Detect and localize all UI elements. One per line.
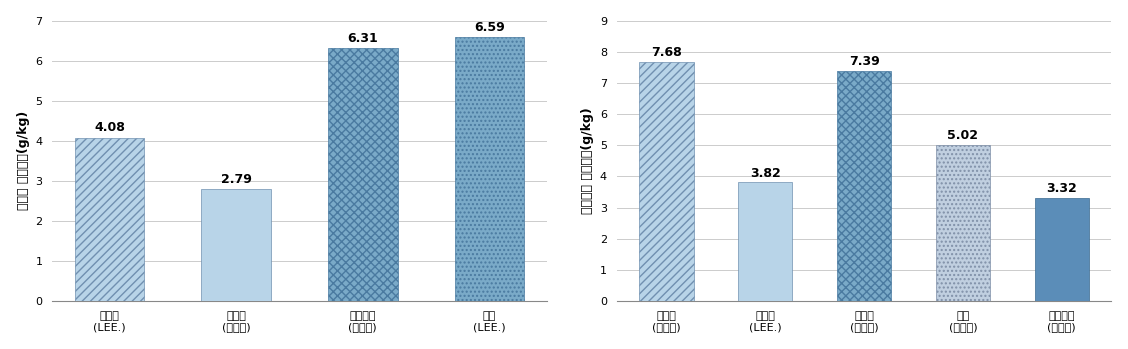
Bar (74, 138, 144, 301)
Bar (936, 144, 990, 301)
Bar (201, 189, 271, 301)
Y-axis label: 돼지고기 배출계수(g/kg): 돼지고기 배출계수(g/kg) (581, 107, 594, 214)
Bar (837, 71, 891, 301)
Text: 4.08: 4.08 (94, 121, 125, 134)
Text: 2.79: 2.79 (221, 173, 252, 186)
Bar (455, 37, 525, 301)
Text: 3.82: 3.82 (750, 166, 781, 179)
Bar (738, 182, 792, 301)
Y-axis label: 소고기 배출계수(g/kg): 소고기 배출계수(g/kg) (17, 111, 29, 210)
Bar (640, 62, 694, 301)
Text: 6.31: 6.31 (347, 32, 378, 45)
Text: 6.59: 6.59 (474, 21, 504, 34)
Text: 7.39: 7.39 (848, 55, 880, 68)
Bar (328, 48, 397, 301)
Text: 3.32: 3.32 (1047, 182, 1077, 195)
Text: 5.02: 5.02 (948, 129, 978, 142)
Text: 7.68: 7.68 (651, 46, 681, 59)
Bar (1034, 198, 1089, 301)
